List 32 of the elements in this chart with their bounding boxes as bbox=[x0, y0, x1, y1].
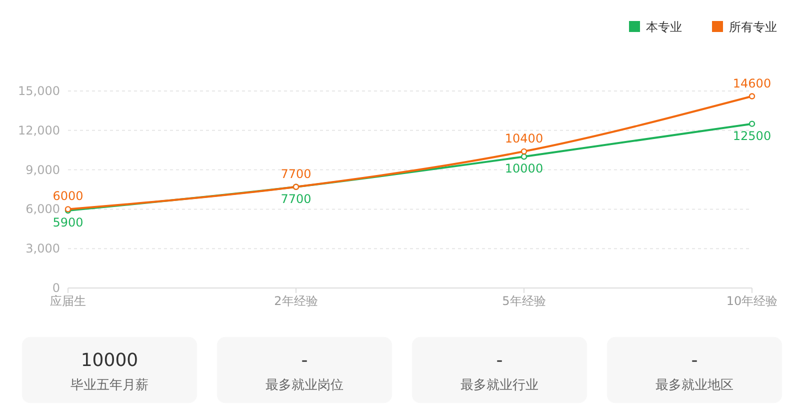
x-tick-label: 2年经验 bbox=[274, 294, 318, 308]
x-tick-label: 10年经验 bbox=[726, 294, 778, 308]
data-label: 14600 bbox=[732, 76, 772, 90]
category-label: 最多就业岗位 bbox=[266, 378, 344, 393]
y-tick-label: 3,000 bbox=[26, 242, 60, 256]
point bbox=[748, 120, 756, 127]
point bbox=[520, 154, 528, 160]
y-tick-label: 6,000 bbox=[26, 202, 60, 216]
y-tick-label: 15,000 bbox=[18, 84, 60, 98]
data-label: 10000 bbox=[504, 162, 544, 176]
y-tick-label: 0 bbox=[52, 281, 60, 295]
x-tick-label: 应届生 bbox=[50, 294, 86, 308]
category-label: 最多就业行业 bbox=[460, 378, 538, 393]
point bbox=[748, 93, 756, 100]
text: 10000 bbox=[80, 350, 138, 371]
text: - bbox=[691, 350, 698, 371]
category-label: 最多就业地区 bbox=[656, 378, 734, 393]
y-tick-label: 9,000 bbox=[26, 162, 60, 177]
legend-label: 本专业 bbox=[646, 20, 682, 34]
data-label: 6000 bbox=[52, 189, 84, 204]
y-tick-label: 12,000 bbox=[18, 123, 60, 138]
category-label: 毕业五年月薪 bbox=[70, 378, 148, 393]
data-label: 7700 bbox=[280, 192, 312, 206]
text: - bbox=[496, 350, 503, 371]
text: - bbox=[301, 350, 308, 371]
data-label: 5900 bbox=[52, 216, 84, 230]
x-tick-label: 5年经验 bbox=[502, 294, 546, 308]
data-label: 10400 bbox=[504, 131, 544, 146]
data-label: 7700 bbox=[280, 166, 312, 181]
data-label: 12500 bbox=[732, 128, 772, 143]
point bbox=[520, 148, 528, 155]
legend-label: 所有专业 bbox=[729, 20, 777, 34]
